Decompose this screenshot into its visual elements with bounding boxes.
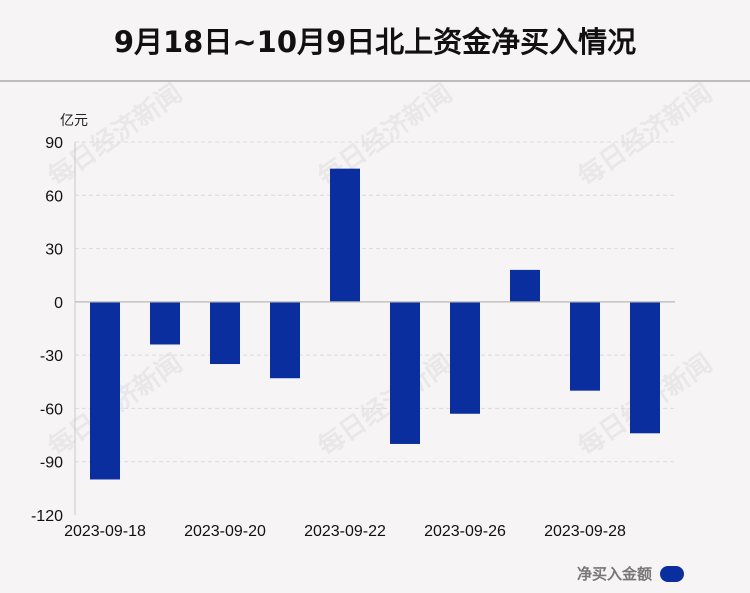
y-tick-label: -30 [40, 348, 63, 365]
y-tick-label: 90 [45, 135, 63, 152]
x-tick-label: 2023-09-20 [184, 523, 266, 540]
bar [390, 301, 420, 444]
y-tick-label: 30 [45, 242, 63, 259]
bar-chart: 每日经济新闻每日经济新闻每日经济新闻每日经济新闻每日经济新闻每日经济新闻 亿元 … [31, 82, 718, 540]
y-tick-label: -60 [40, 401, 63, 418]
x-tick-label: 2023-09-18 [64, 523, 146, 540]
bar [510, 269, 540, 302]
y-axis-unit: 亿元 [60, 113, 88, 129]
bar [150, 301, 180, 345]
x-tick-labels: 2023-09-18 2023-09-20 2023-09-22 2023-09-26… [64, 523, 626, 540]
x-tick-label: 2023-09-22 [304, 523, 386, 540]
legend-label: 净买入金额 [576, 565, 652, 583]
x-tick-label: 2023-09-28 [544, 523, 626, 540]
watermark-text: 每日经济新闻 [572, 82, 718, 192]
bar [210, 301, 240, 365]
y-tick-label: 60 [45, 188, 63, 205]
bar [570, 301, 600, 391]
y-tick-label: 0 [54, 295, 63, 312]
watermark-layer: 每日经济新闻每日经济新闻每日经济新闻每日经济新闻每日经济新闻每日经济新闻 [42, 82, 718, 462]
bar [630, 301, 660, 434]
bar [90, 301, 120, 480]
y-tick-label: -90 [40, 455, 63, 472]
watermark-text: 每日经济新闻 [42, 82, 188, 192]
axes [74, 142, 675, 515]
bar [270, 301, 300, 379]
bar [450, 301, 480, 414]
bar [330, 168, 360, 302]
chart-title: 9月18日~10月9日北上资金净买入情况 [113, 25, 637, 59]
title-divider [0, 80, 750, 82]
y-tick-labels: 90 60 30 0 -30 -60 -90 -120 [31, 135, 63, 525]
watermark-text: 每日经济新闻 [312, 348, 458, 463]
y-tick-label: -120 [31, 508, 63, 525]
x-tick-label: 2023-09-26 [424, 523, 506, 540]
bars [90, 168, 660, 480]
legend: 净买入金额 [577, 563, 684, 584]
legend-swatch [660, 565, 684, 582]
